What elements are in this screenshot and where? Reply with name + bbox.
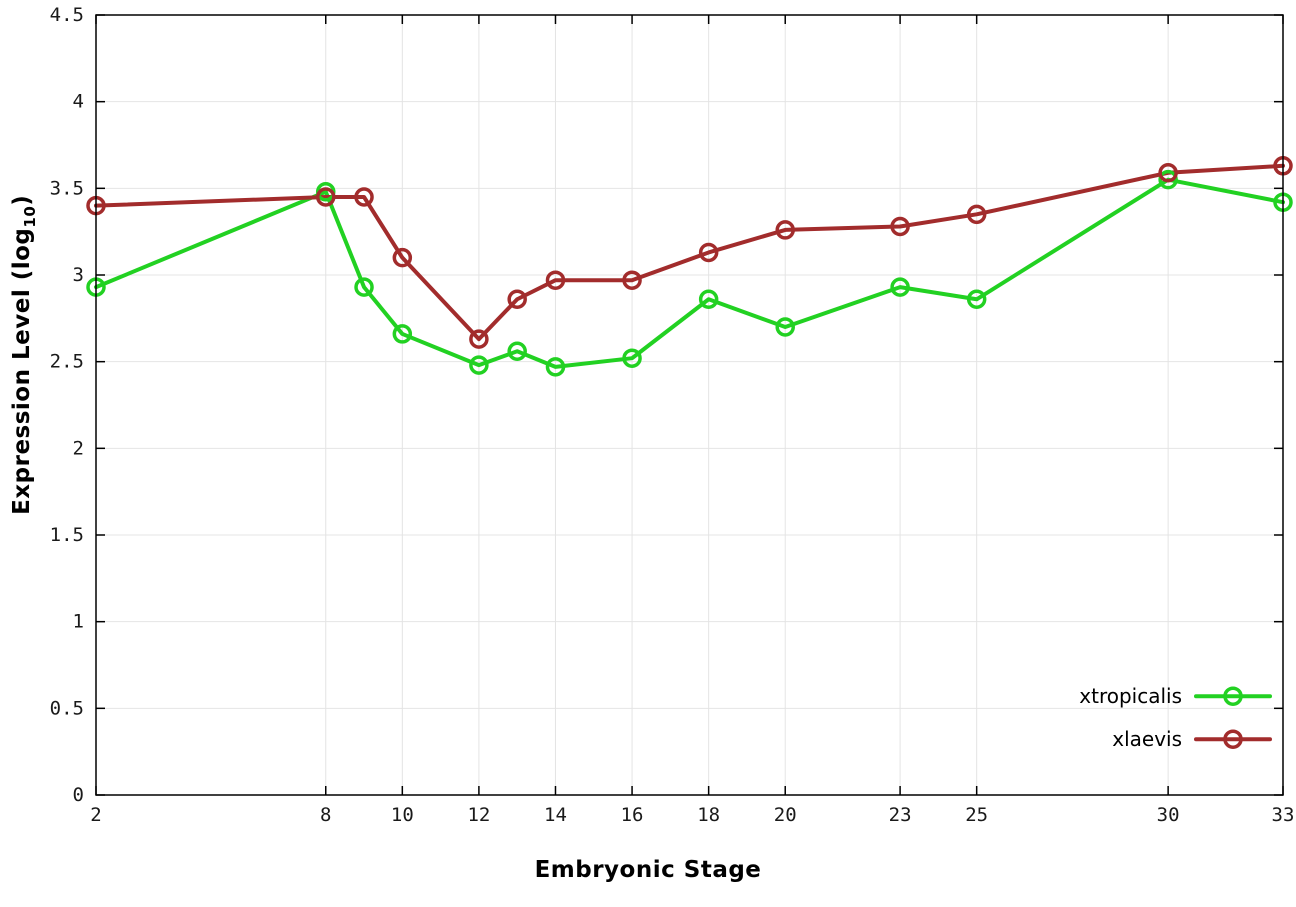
y-tick-label: 1.5 bbox=[50, 524, 84, 546]
data-point-xtropicalis bbox=[622, 348, 642, 368]
plot-border bbox=[95, 14, 1284, 796]
data-point-xtropicalis bbox=[545, 357, 566, 377]
y-tick-label: 0.5 bbox=[50, 697, 84, 719]
data-point-xlaevis bbox=[392, 247, 413, 268]
series-line-xtropicalis bbox=[94, 177, 1285, 369]
x-tick-label: 25 bbox=[965, 804, 988, 826]
x-tick-label: 20 bbox=[774, 804, 797, 826]
x-tick-label: 14 bbox=[544, 804, 567, 826]
y-tick-label: 2 bbox=[73, 437, 84, 459]
y-tick-label: 1 bbox=[73, 611, 84, 633]
legend-label-xtropicalis: xtropicalis bbox=[1079, 684, 1182, 708]
x-tick-label: 23 bbox=[889, 804, 912, 826]
y-axis-label-main: Expression Level (log bbox=[9, 227, 36, 515]
x-tick-label: 12 bbox=[467, 804, 490, 826]
data-point-xtropicalis bbox=[392, 324, 413, 344]
x-tick-label: 30 bbox=[1157, 804, 1180, 826]
x-tick-label: 18 bbox=[697, 804, 720, 826]
data-point-xtropicalis bbox=[890, 277, 910, 297]
y-axis-label-close: ) bbox=[9, 194, 36, 206]
data-point-xtropicalis bbox=[1158, 169, 1178, 190]
data-point-xtropicalis bbox=[507, 341, 527, 362]
data-point-xtropicalis bbox=[966, 289, 987, 310]
x-tick-label: 10 bbox=[391, 804, 414, 826]
legend-label-xlaevis: xlaevis bbox=[1112, 727, 1182, 751]
data-point-xtropicalis bbox=[775, 317, 795, 337]
y-tick-label: 4 bbox=[73, 91, 84, 113]
legend-sample-marker-xtropicalis bbox=[1223, 686, 1243, 706]
data-point-xlaevis bbox=[354, 187, 374, 207]
y-tick-label: 0 bbox=[73, 784, 84, 806]
data-point-xlaevis bbox=[622, 270, 642, 290]
y-tick-label: 3 bbox=[73, 264, 84, 286]
data-point-xlaevis bbox=[545, 270, 566, 290]
data-point-xlaevis bbox=[315, 187, 336, 207]
legend-sample-marker-xlaevis bbox=[1223, 729, 1243, 749]
y-axis-label-subscript: 10 bbox=[20, 205, 39, 228]
y-tick-label: 3.5 bbox=[50, 177, 84, 199]
x-tick-label: 33 bbox=[1272, 804, 1295, 826]
data-point-xlaevis bbox=[507, 289, 527, 310]
series-line-xlaevis bbox=[94, 163, 1285, 342]
data-point-xlaevis bbox=[698, 242, 719, 263]
data-point-xlaevis bbox=[890, 216, 910, 237]
data-point-xtropicalis bbox=[469, 355, 489, 375]
x-tick-label: 2 bbox=[90, 804, 101, 826]
data-point-xlaevis bbox=[1158, 162, 1178, 183]
data-point-xtropicalis bbox=[354, 277, 374, 297]
data-point-xlaevis bbox=[775, 220, 795, 240]
x-tick-label: 8 bbox=[320, 804, 331, 826]
data-point-xtropicalis bbox=[698, 289, 719, 310]
data-point-xlaevis bbox=[966, 204, 987, 225]
x-tick-label: 16 bbox=[621, 804, 644, 826]
y-tick-label: 2.5 bbox=[50, 351, 84, 373]
data-point-xlaevis bbox=[469, 329, 489, 349]
x-axis-label: Embryonic Stage bbox=[534, 857, 762, 883]
y-axis-label: Expression Level (log10) bbox=[9, 115, 39, 595]
y-tick-label: 4.5 bbox=[50, 4, 84, 26]
